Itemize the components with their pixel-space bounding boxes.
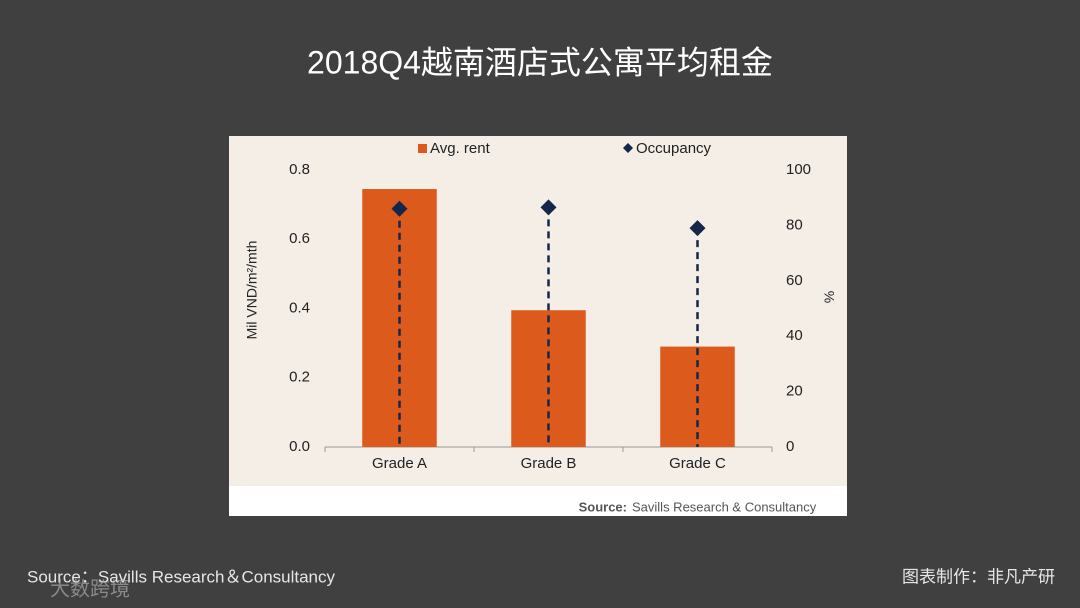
legend-swatch bbox=[623, 143, 633, 153]
y2-tick-label: 80 bbox=[786, 216, 803, 233]
footer-credit: 图表制作：非凡产研 bbox=[902, 567, 1055, 586]
y-tick-label: 0.2 bbox=[289, 369, 310, 386]
y-tick-label: 0.8 bbox=[289, 161, 310, 178]
y2-tick-label: 0 bbox=[786, 438, 794, 455]
x-tick-label: Grade B bbox=[521, 455, 577, 472]
watermark: 大数跨境 bbox=[50, 577, 130, 600]
x-tick-label: Grade C bbox=[669, 455, 726, 472]
y2-axis-label: % bbox=[821, 291, 837, 303]
slide-title: 2018Q4越南酒店式公寓平均租金 bbox=[307, 44, 773, 80]
occupancy-marker bbox=[391, 200, 408, 217]
occupancy-marker bbox=[689, 220, 706, 237]
occupancy-marker bbox=[540, 199, 557, 216]
chart-source-strip bbox=[229, 486, 847, 516]
y-tick-label: 0.4 bbox=[289, 299, 310, 316]
y2-tick-label: 60 bbox=[786, 272, 803, 289]
source-text: Savills Research & Consultancy bbox=[632, 499, 817, 514]
y2-tick-label: 20 bbox=[786, 383, 803, 400]
y-tick-label: 0.6 bbox=[289, 230, 310, 247]
legend-swatch bbox=[418, 144, 427, 153]
y2-tick-label: 100 bbox=[786, 161, 811, 178]
footer-source: Source：Savills Research＆Consultancy bbox=[27, 567, 336, 586]
y-tick-label: 0.0 bbox=[289, 438, 310, 455]
x-tick-label: Grade A bbox=[372, 455, 427, 472]
legend-label: Occupancy bbox=[636, 140, 712, 157]
source-label: Source: bbox=[579, 499, 627, 514]
legend-label: Avg. rent bbox=[430, 140, 491, 157]
y2-tick-label: 40 bbox=[786, 327, 803, 344]
y-axis-label: Mil VND/m²/mth bbox=[244, 241, 260, 340]
